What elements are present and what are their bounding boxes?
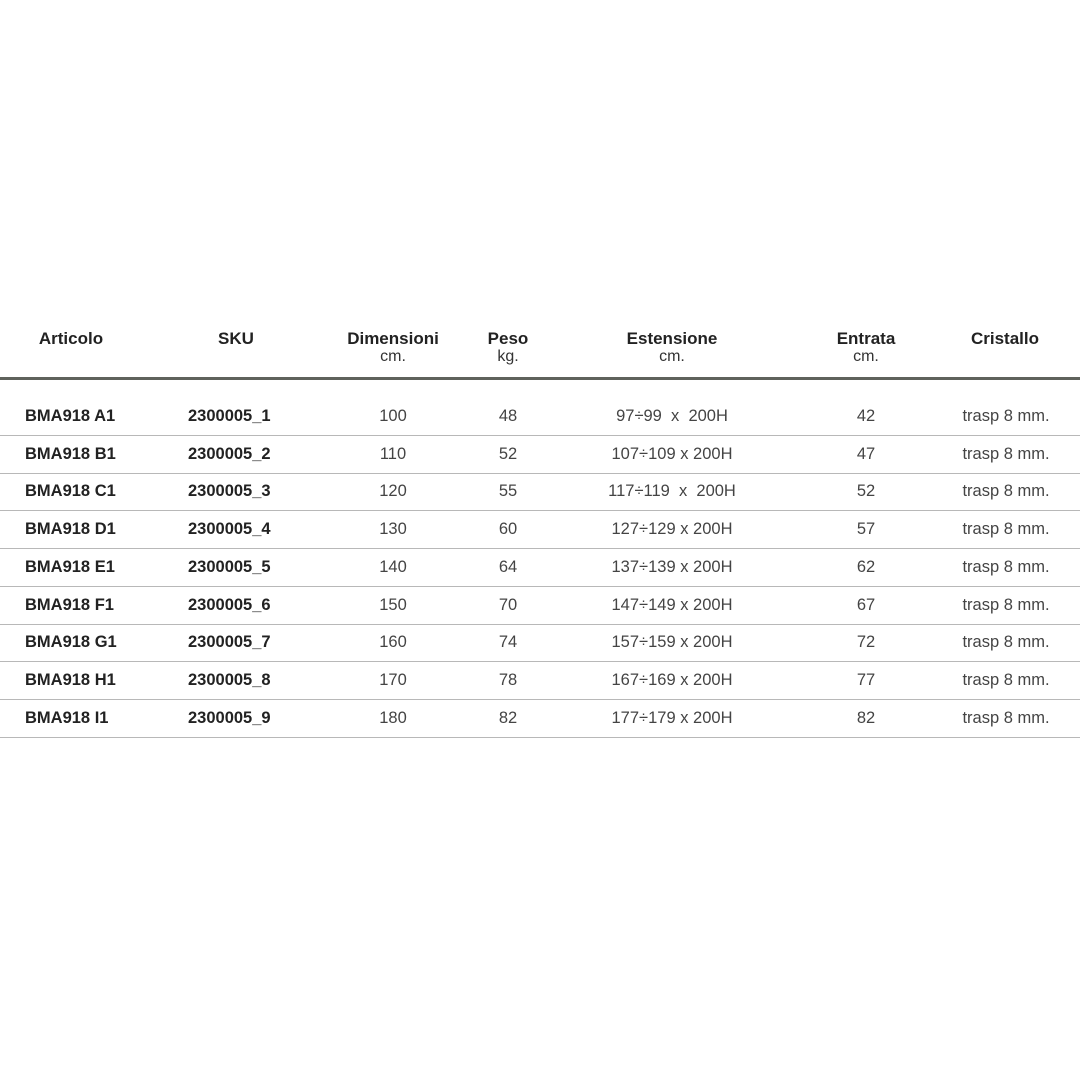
cell-dimensioni: 170	[379, 670, 407, 689]
header-unit: cm.	[853, 348, 879, 365]
cell-estensione: 167÷169 x 200H	[611, 670, 733, 689]
cell-entrata: 82	[856, 708, 876, 727]
cell-peso: 60	[498, 520, 518, 539]
cell-articolo: BMA918 I1	[25, 708, 109, 727]
cell-peso: 64	[498, 557, 518, 576]
table-row: BMA918 C1 2300005_3 120 55 117÷119 x 200H 52 t…	[0, 472, 1080, 512]
cell-entrata: 62	[856, 557, 876, 576]
cell-articolo: BMA918 E1	[25, 557, 115, 576]
cell-peso: 78	[498, 670, 518, 689]
header-dimensioni: Dimensioni cm.	[347, 330, 439, 366]
cell-sku: 2300005_5	[188, 557, 271, 576]
cell-cristallo: trasp 8 mm.	[962, 708, 1050, 727]
header-peso: Peso kg.	[488, 330, 529, 366]
cell-articolo: BMA918 B1	[25, 444, 116, 463]
cell-peso: 70	[498, 595, 518, 614]
cell-estensione: 127÷129 x 200H	[611, 520, 733, 539]
header-title: Articolo	[38, 329, 104, 348]
cell-entrata: 42	[856, 407, 876, 425]
cell-sku: 2300005_6	[188, 595, 271, 614]
header-unit: cm.	[659, 348, 685, 365]
cell-dimensioni: 110	[379, 444, 407, 463]
cell-sku: 2300005_2	[188, 444, 271, 463]
header-divider	[0, 377, 1080, 380]
cell-cristallo: trasp 8 mm.	[962, 633, 1050, 652]
table-row: BMA918 I1 2300005_9 180 82 177÷179 x 200H 82 t…	[0, 699, 1080, 738]
cell-sku: 2300005_1	[188, 407, 271, 425]
cell-dimensioni: 180	[379, 708, 407, 727]
header-sku: SKU	[218, 330, 254, 348]
table-row: BMA918 G1 2300005_7 160 74 157÷159 x 200H 72 t…	[0, 623, 1080, 663]
cell-cristallo: trasp 8 mm.	[962, 520, 1050, 539]
cell-dimensioni: 140	[379, 557, 407, 576]
table-row: BMA918 D1 2300005_4 130 60 127÷129 x 200H 57 t…	[0, 510, 1080, 550]
cell-estensione: 147÷149 x 200H	[611, 595, 733, 614]
cell-entrata: 52	[856, 482, 876, 501]
cell-entrata: 47	[856, 444, 876, 463]
table-row: BMA918 E1 2300005_5 140 64 137÷139 x 200H 62 t…	[0, 548, 1080, 587]
header-entrata: Entrata cm.	[837, 330, 896, 366]
header-estensione: Estensione cm.	[627, 330, 718, 366]
cell-peso: 82	[498, 708, 518, 727]
cell-cristallo: trasp 8 mm.	[962, 557, 1050, 576]
header-unit: kg.	[497, 348, 519, 365]
header-title: Dimensioni	[347, 329, 439, 348]
header-title: Peso	[487, 329, 529, 348]
cell-entrata: 77	[856, 670, 876, 689]
cell-articolo: BMA918 C1	[25, 482, 116, 501]
cell-entrata: 72	[856, 633, 876, 652]
table-row: BMA918 B1 2300005_2 110 52 107÷109 x 200H 47 t…	[0, 435, 1080, 474]
cell-cristallo: trasp 8 mm.	[962, 595, 1050, 614]
cell-articolo: BMA918 G1	[25, 633, 117, 652]
cell-estensione: 137÷139 x 200H	[611, 557, 733, 576]
cell-sku: 2300005_4	[188, 520, 271, 539]
header-cristallo: Cristallo	[971, 330, 1039, 348]
cell-cristallo: trasp 8 mm.	[962, 407, 1050, 425]
cell-cristallo: trasp 8 mm.	[962, 670, 1050, 689]
cell-articolo: BMA918 A1	[25, 407, 116, 425]
cell-dimensioni: 130	[379, 520, 407, 539]
header-articolo: Articolo	[39, 330, 103, 348]
cell-sku: 2300005_3	[188, 482, 271, 501]
header-unit: cm.	[380, 348, 406, 365]
cell-estensione: 157÷159 x 200H	[611, 633, 733, 652]
cell-peso: 55	[498, 482, 518, 501]
cell-dimensioni: 100	[379, 407, 407, 425]
cell-entrata: 57	[856, 520, 876, 539]
cell-articolo: BMA918 F1	[25, 595, 114, 614]
cell-peso: 52	[498, 444, 518, 463]
header-title: Estensione	[626, 329, 718, 348]
cell-dimensioni: 150	[379, 595, 407, 614]
cell-articolo: BMA918 D1	[25, 520, 116, 539]
cell-dimensioni: 120	[379, 482, 407, 501]
cell-sku: 2300005_8	[188, 670, 271, 689]
cell-sku: 2300005_7	[188, 633, 271, 652]
table-row: BMA918 A1 2300005_1 100 48 97÷99 x 200H 42 tra…	[0, 397, 1080, 436]
cell-cristallo: trasp 8 mm.	[962, 482, 1050, 501]
cell-entrata: 67	[856, 595, 876, 614]
cell-dimensioni: 160	[379, 633, 407, 652]
cell-estensione: 177÷179 x 200H	[611, 708, 733, 727]
cell-peso: 48	[498, 407, 518, 425]
table-row: BMA918 F1 2300005_6 150 70 147÷149 x 200H 67 t…	[0, 586, 1080, 625]
header-title: Entrata	[836, 329, 896, 348]
cell-cristallo: trasp 8 mm.	[962, 444, 1050, 463]
cell-sku: 2300005_9	[188, 708, 271, 727]
table-row: BMA918 H1 2300005_8 170 78 167÷169 x 200H 77 t…	[0, 661, 1080, 700]
cell-estensione: 117÷119 x 200H	[608, 482, 736, 501]
cell-articolo: BMA918 H1	[25, 670, 116, 689]
header-title: SKU	[218, 329, 254, 348]
header-title: Cristallo	[970, 329, 1040, 348]
cell-estensione: 107÷109 x 200H	[611, 444, 733, 463]
cell-estensione: 97÷99 x 200H	[616, 407, 728, 425]
cell-peso: 74	[498, 633, 518, 652]
